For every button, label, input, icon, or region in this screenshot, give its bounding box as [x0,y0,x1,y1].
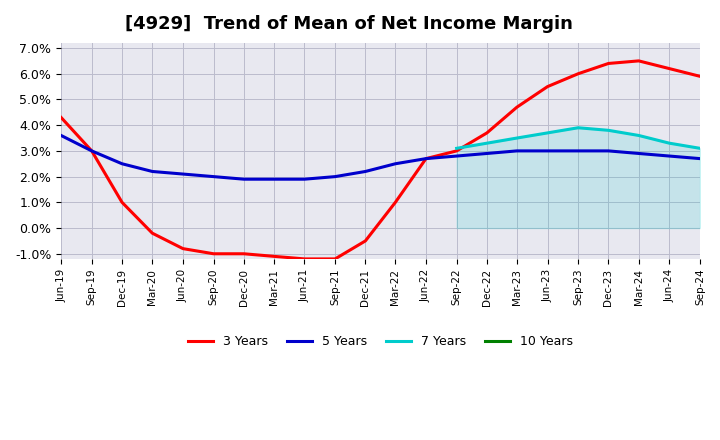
Line: 7 Years: 7 Years [456,128,700,148]
Legend: 3 Years, 5 Years, 7 Years, 10 Years: 3 Years, 5 Years, 7 Years, 10 Years [184,330,577,353]
Line: 5 Years: 5 Years [61,136,700,179]
Line: 3 Years: 3 Years [61,61,700,259]
Text: [4929]  Trend of Mean of Net Income Margin: [4929] Trend of Mean of Net Income Margi… [125,15,573,33]
